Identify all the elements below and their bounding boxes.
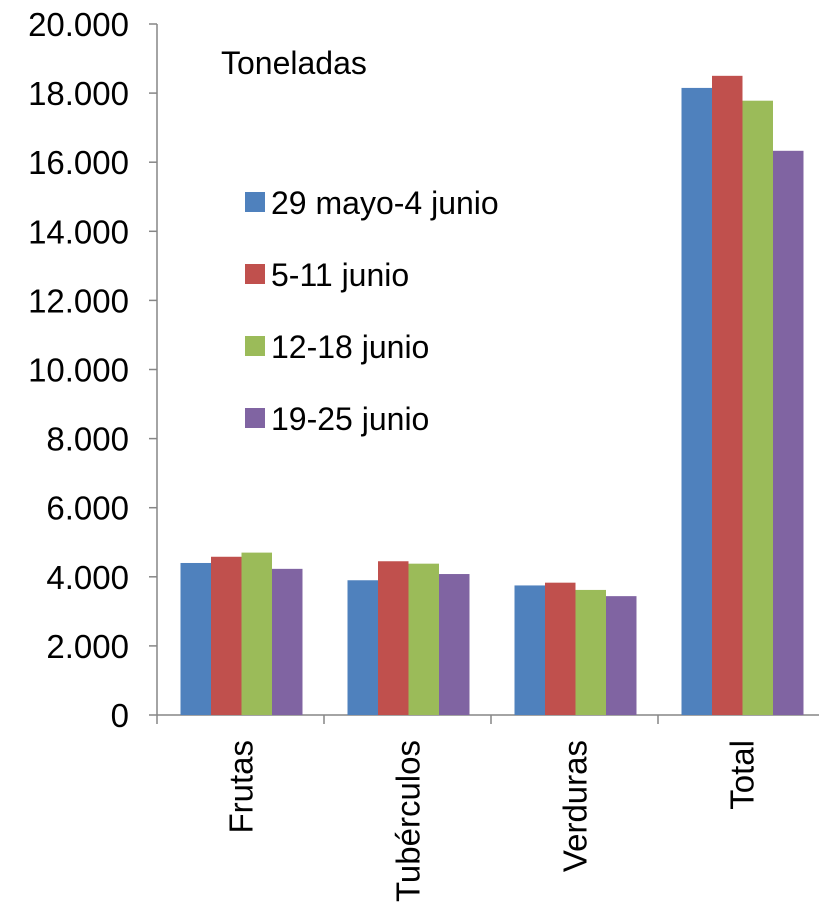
legend-label-19-25-junio: 19-25 junio (271, 401, 429, 437)
y-tick-label: 2.000 (46, 628, 129, 665)
legend-label-12-18-junio: 12-18 junio (271, 329, 429, 365)
category-label-total: Total (724, 740, 761, 810)
y-tick-label: 10.000 (28, 352, 129, 389)
y-tick-label: 8.000 (46, 421, 129, 458)
y-tick-label: 14.000 (28, 213, 129, 250)
legend-swatch-5-11-junio (245, 264, 265, 284)
legend-swatch-12-18-junio (245, 336, 265, 356)
y-tick-label: 4.000 (46, 559, 129, 596)
category-label-frutas: Frutas (223, 740, 260, 834)
legend-swatch-29-mayo-4-junio (245, 192, 265, 212)
y-tick-label: 20.000 (28, 6, 129, 43)
legend-label-5-11-junio: 5-11 junio (271, 257, 409, 293)
unit-label: Toneladas (221, 45, 367, 81)
bar-verduras-5-11-junio (545, 582, 576, 715)
bar-tuberculos-29-mayo-4-junio (347, 580, 378, 715)
bar-total-19-25-junio (773, 150, 804, 716)
y-tick-label: 6.000 (46, 490, 129, 527)
y-tick-label: 18.000 (28, 75, 129, 112)
y-ticks: 0 2.000 4.000 6.000 8.000 10.000 12.000 14.000 1… (28, 6, 157, 734)
bar-verduras-19-25-junio (606, 596, 637, 715)
legend: 29 mayo-4 junio 5-11 junio 12-18 junio 19-2… (245, 185, 499, 437)
category-labels: Frutas Tubérculos Verduras Total (223, 740, 761, 902)
category-label-verduras: Verduras (557, 740, 594, 872)
bar-frutas-5-11-junio (211, 556, 242, 715)
bar-total-29-mayo-4-junio (681, 87, 712, 716)
bar-verduras-12-18-junio (575, 589, 606, 715)
y-tick-label: 16.000 (28, 144, 129, 181)
x-ticks (156, 715, 659, 724)
bar-total-5-11-junio (712, 75, 743, 715)
bar-frutas-12-18-junio (241, 552, 272, 715)
bar-frutas-19-25-junio (272, 568, 303, 715)
bars (180, 75, 804, 716)
bar-verduras-29-mayo-4-junio (514, 585, 545, 715)
legend-label-29-mayo-4-junio: 29 mayo-4 junio (271, 185, 499, 221)
legend-swatch-19-25-junio (245, 408, 265, 428)
bar-frutas-29-mayo-4-junio (180, 562, 211, 715)
category-label-tuberculos: Tubérculos (390, 740, 427, 902)
bar-total-12-18-junio (742, 100, 773, 716)
bar-tuberculos-19-25-junio (439, 574, 470, 715)
y-tick-label: 12.000 (28, 282, 129, 319)
bar-tuberculos-5-11-junio (378, 561, 409, 715)
bar-tuberculos-12-18-junio (408, 563, 439, 715)
y-tick-label: 0 (111, 697, 129, 734)
